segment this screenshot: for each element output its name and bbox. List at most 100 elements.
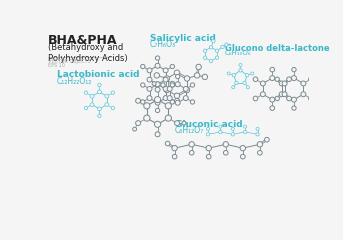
- Circle shape: [184, 87, 190, 93]
- Circle shape: [155, 82, 160, 87]
- Circle shape: [189, 150, 194, 155]
- Circle shape: [174, 93, 180, 98]
- Circle shape: [155, 56, 160, 60]
- Circle shape: [203, 56, 207, 59]
- Circle shape: [167, 96, 172, 101]
- Circle shape: [174, 70, 180, 75]
- Circle shape: [111, 91, 115, 94]
- Circle shape: [206, 145, 211, 151]
- Text: C₆H₁₀O₆: C₆H₁₀O₆: [225, 50, 252, 56]
- Circle shape: [215, 56, 219, 59]
- Circle shape: [209, 60, 213, 63]
- Circle shape: [190, 100, 195, 104]
- Circle shape: [90, 103, 94, 107]
- Circle shape: [155, 82, 160, 87]
- Circle shape: [147, 77, 152, 82]
- Circle shape: [292, 97, 296, 102]
- Circle shape: [98, 114, 101, 118]
- Circle shape: [135, 98, 141, 103]
- Circle shape: [270, 76, 275, 81]
- Circle shape: [219, 125, 222, 128]
- Text: Lactobionic acid: Lactobionic acid: [57, 70, 139, 79]
- Circle shape: [164, 87, 169, 93]
- Circle shape: [282, 81, 287, 86]
- Circle shape: [215, 49, 219, 52]
- Text: Gluconic acid: Gluconic acid: [175, 120, 242, 129]
- Circle shape: [175, 100, 180, 105]
- Circle shape: [155, 63, 160, 68]
- Circle shape: [301, 92, 306, 97]
- Circle shape: [221, 45, 224, 48]
- Circle shape: [223, 142, 228, 147]
- Circle shape: [135, 121, 141, 126]
- Circle shape: [144, 115, 150, 121]
- Circle shape: [206, 127, 210, 131]
- Circle shape: [84, 106, 88, 110]
- Circle shape: [141, 83, 145, 87]
- Circle shape: [155, 87, 160, 92]
- Circle shape: [206, 154, 211, 159]
- Text: Glucono delta-lactone: Glucono delta-lactone: [225, 44, 330, 53]
- Circle shape: [287, 77, 292, 82]
- Circle shape: [246, 73, 249, 77]
- Circle shape: [155, 100, 160, 105]
- Text: Salicylic acid: Salicylic acid: [150, 34, 216, 43]
- Circle shape: [260, 81, 265, 86]
- Circle shape: [240, 154, 245, 159]
- Circle shape: [209, 46, 213, 49]
- Circle shape: [175, 98, 179, 103]
- Circle shape: [163, 96, 168, 101]
- Circle shape: [167, 86, 172, 91]
- Circle shape: [257, 142, 263, 147]
- Circle shape: [253, 77, 258, 82]
- Circle shape: [164, 76, 169, 81]
- Circle shape: [253, 96, 258, 101]
- Circle shape: [175, 121, 179, 126]
- Circle shape: [176, 74, 180, 79]
- Circle shape: [275, 96, 279, 101]
- Circle shape: [170, 100, 175, 104]
- Circle shape: [184, 76, 190, 81]
- Circle shape: [256, 127, 259, 131]
- Circle shape: [232, 73, 236, 77]
- Circle shape: [206, 132, 210, 136]
- Circle shape: [97, 107, 102, 111]
- Circle shape: [244, 125, 247, 128]
- Circle shape: [196, 64, 201, 70]
- Circle shape: [235, 81, 238, 85]
- Circle shape: [212, 39, 215, 43]
- Circle shape: [258, 150, 262, 155]
- Circle shape: [190, 83, 195, 87]
- Circle shape: [309, 96, 313, 101]
- Circle shape: [98, 83, 101, 87]
- Circle shape: [84, 91, 88, 94]
- Circle shape: [225, 43, 228, 46]
- Circle shape: [251, 72, 254, 75]
- Circle shape: [165, 115, 172, 121]
- Circle shape: [239, 63, 242, 66]
- Circle shape: [90, 94, 94, 98]
- Circle shape: [270, 97, 275, 102]
- Circle shape: [147, 68, 152, 73]
- Circle shape: [154, 73, 159, 78]
- Circle shape: [189, 142, 194, 147]
- Circle shape: [147, 96, 152, 101]
- Circle shape: [105, 94, 109, 98]
- Circle shape: [141, 64, 145, 69]
- Circle shape: [239, 69, 242, 72]
- Circle shape: [165, 141, 170, 146]
- Circle shape: [183, 96, 188, 101]
- Circle shape: [141, 100, 145, 104]
- Circle shape: [97, 90, 102, 94]
- Circle shape: [111, 106, 115, 110]
- Circle shape: [172, 145, 177, 151]
- Circle shape: [105, 103, 109, 107]
- Circle shape: [223, 150, 228, 155]
- Circle shape: [155, 132, 160, 137]
- Circle shape: [161, 83, 165, 87]
- Circle shape: [256, 132, 259, 136]
- Circle shape: [144, 103, 150, 109]
- Circle shape: [240, 145, 246, 151]
- Circle shape: [279, 81, 284, 86]
- Text: EPS 10: EPS 10: [48, 63, 65, 68]
